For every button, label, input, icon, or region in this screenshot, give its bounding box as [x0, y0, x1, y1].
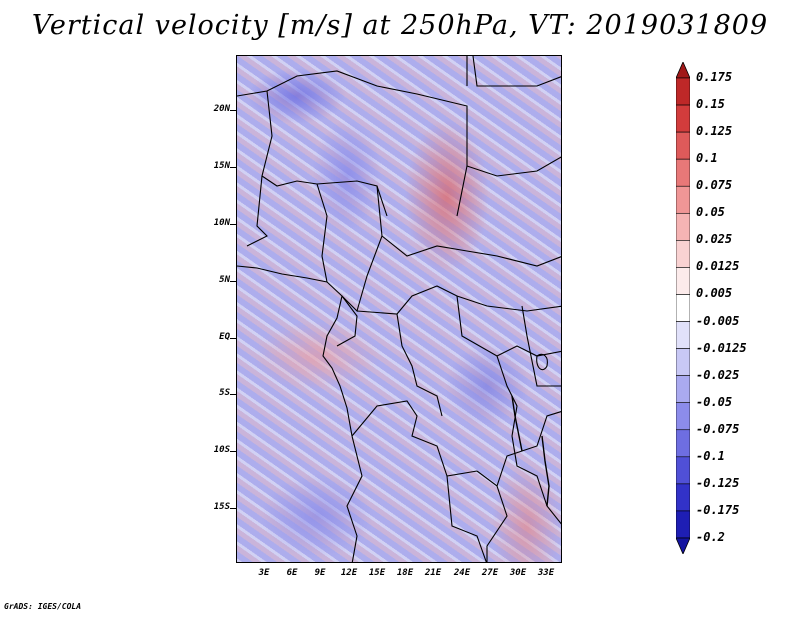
- country-borders: [237, 56, 561, 562]
- y-label-eq: EQ: [219, 332, 230, 342]
- colorbar-swatch: [676, 104, 690, 133]
- x-label-15e: 15E: [368, 568, 386, 578]
- colorbar-bottom-cap: [676, 537, 690, 554]
- x-label-33e: 33E: [537, 568, 555, 578]
- colorbar-swatch: [676, 429, 690, 458]
- colorbar-swatch: [676, 321, 690, 349]
- colorbar-level-label: -0.2: [696, 530, 725, 544]
- colorbar-swatch: [676, 158, 690, 187]
- colorbar-swatch: [676, 294, 690, 322]
- colorbar: [676, 62, 690, 554]
- colorbar-swatch: [676, 240, 690, 268]
- colorbar-swatch: [676, 212, 690, 241]
- y-label-5n: 5N: [219, 275, 230, 285]
- colorbar-level-label: 0.15: [696, 97, 725, 112]
- colorbar-swatch: [676, 483, 690, 512]
- y-label-15s: 15S: [213, 502, 230, 512]
- x-label-24e: 24E: [453, 568, 471, 578]
- colorbar-level-label: -0.0125: [696, 340, 747, 355]
- colorbar-level-label: -0.125: [696, 475, 740, 490]
- colorbar-level-label: 0.075: [696, 178, 733, 193]
- velocity-map: [236, 55, 562, 563]
- x-label-6e: 6E: [286, 568, 298, 578]
- y-label-20n: 20N: [213, 104, 230, 114]
- tick-eq: [230, 338, 236, 339]
- colorbar-level-label: 0.0125: [696, 259, 740, 274]
- tick-10n: [230, 224, 236, 225]
- colorbar-swatch: [676, 510, 690, 539]
- colorbar-swatch: [676, 267, 690, 295]
- x-label-18e: 18E: [396, 568, 414, 578]
- colorbar-level-label: -0.175: [696, 502, 740, 517]
- colorbar-level-label: 0.1: [696, 151, 718, 166]
- map-title: Vertical velocity [m/s] at 250hPa, VT: 2…: [31, 10, 769, 41]
- colorbar-level-label: -0.075: [696, 421, 740, 436]
- tick-5s: [230, 394, 236, 395]
- y-label-5s: 5S: [219, 388, 230, 398]
- tick-15n: [230, 167, 236, 168]
- tick-20n: [230, 110, 236, 111]
- colorbar-swatch: [676, 185, 690, 214]
- credit-text: GrADS: IGES/COLA: [4, 602, 82, 611]
- colorbar-swatch: [676, 131, 690, 160]
- colorbar-level-label: -0.05: [696, 394, 733, 409]
- tick-10s: [230, 451, 236, 452]
- y-label-10s: 10S: [213, 445, 230, 455]
- tick-15s: [230, 508, 236, 509]
- colorbar-swatch: [676, 402, 690, 431]
- x-label-3e: 3E: [258, 568, 270, 578]
- x-label-12e: 12E: [340, 568, 358, 578]
- colorbar-swatch: [676, 375, 690, 404]
- colorbar-level-label: 0.005: [696, 286, 733, 301]
- tick-5n: [230, 281, 236, 282]
- x-label-21e: 21E: [424, 568, 442, 578]
- colorbar-level-label: 0.05: [696, 205, 725, 220]
- colorbar-swatch: [676, 348, 690, 376]
- colorbar-level-label: 0.125: [696, 124, 733, 139]
- colorbar-level-label: 0.175: [696, 70, 733, 84]
- y-label-10n: 10N: [213, 218, 230, 228]
- y-label-15n: 15N: [213, 161, 230, 171]
- colorbar-level-label: 0.025: [696, 232, 733, 247]
- colorbar-level-label: -0.025: [696, 367, 740, 382]
- colorbar-swatch: [676, 77, 690, 106]
- colorbar-top-cap: [676, 62, 690, 79]
- colorbar-level-label: -0.1: [696, 448, 725, 463]
- colorbar-level-label: -0.005: [696, 313, 740, 328]
- x-label-9e: 9E: [314, 568, 326, 578]
- x-label-27e: 27E: [481, 568, 499, 578]
- x-label-30e: 30E: [509, 568, 527, 578]
- colorbar-swatch: [676, 456, 690, 485]
